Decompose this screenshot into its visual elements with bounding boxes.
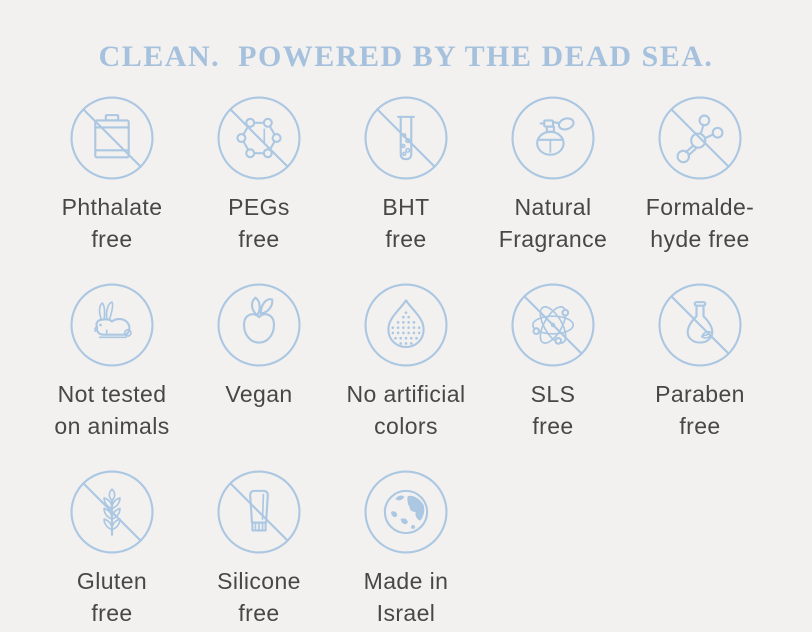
badge-bht-free: BHT free: [333, 94, 480, 255]
badge-sls-free: SLS free: [480, 281, 627, 442]
badge-label: Silicone free: [217, 568, 301, 626]
no-silicone-tube-icon: [215, 468, 303, 556]
badge-label: SLS free: [530, 381, 576, 439]
badge-label: Formalde- hyde free: [645, 194, 755, 252]
badge-formaldehyde-free: Formalde- hyde free: [627, 94, 774, 255]
badge-label: Phthalate free: [61, 194, 163, 252]
badge-not-tested-on-animals: Not tested on animals: [39, 281, 186, 442]
badge-row-1: Phthalate free PEGs free: [0, 94, 812, 255]
vegan-apple-icon: [215, 281, 303, 369]
no-gluten-wheat-icon: [68, 468, 156, 556]
page-title: CLEAN. POWERED BY THE DEAD SEA.: [98, 40, 714, 73]
badge-label: Vegan: [225, 381, 293, 407]
badge-label: Not tested on animals: [54, 381, 170, 439]
badge-made-in-israel: Made in Israel: [333, 468, 480, 629]
badge-natural-fragrance: Natural Fragrance: [480, 94, 627, 255]
badge-label: No artificial colors: [346, 381, 466, 439]
badge-paraben-free: Paraben free: [627, 281, 774, 442]
badge-gluten-free: Gluten free: [39, 468, 186, 629]
badge-label: Paraben free: [655, 381, 745, 439]
no-bht-test-tube-icon: [362, 94, 450, 182]
badge-label: PEGs free: [228, 194, 290, 252]
no-artificial-colors-droplet-icon: [362, 281, 450, 369]
badge-silicone-free: Silicone free: [186, 468, 333, 629]
natural-fragrance-perfume-icon: [509, 94, 597, 182]
no-phthalate-container-icon: [68, 94, 156, 182]
made-in-israel-globe-icon: [362, 468, 450, 556]
badge-label: Gluten free: [76, 568, 148, 626]
no-pegs-molecule-icon: [215, 94, 303, 182]
badge-vegan: Vegan: [186, 281, 333, 442]
badge-phthalate-free: Phthalate free: [39, 94, 186, 255]
badge-row-2: Not tested on animals Vegan: [0, 281, 812, 442]
badge-label: Made in Israel: [363, 568, 449, 626]
badge-label: Natural Fragrance: [498, 194, 608, 252]
no-paraben-flask-icon: [656, 281, 744, 369]
no-formaldehyde-molecule-icon: [656, 94, 744, 182]
badge-label: BHT free: [382, 194, 430, 252]
badge-no-artificial-colors: No artificial colors: [333, 281, 480, 442]
badge-row-3: Gluten free Silicone free: [0, 468, 812, 629]
no-sls-atom-icon: [509, 281, 597, 369]
rabbit-icon: [68, 281, 156, 369]
badge-pegs-free: PEGs free: [186, 94, 333, 255]
